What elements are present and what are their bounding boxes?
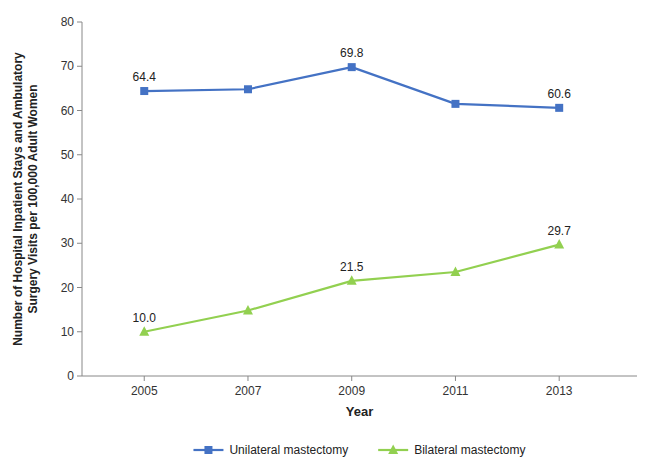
legend-label: Bilateral mastectomy <box>414 443 525 457</box>
legend: Unilateral mastectomy Bilateral mastectom… <box>193 443 525 457</box>
point-marker <box>450 267 460 277</box>
y-tick-label: 80 <box>61 15 75 29</box>
x-tick-label: 2013 <box>546 384 573 398</box>
plot-area <box>139 63 564 336</box>
legend-swatch-marker <box>204 446 212 454</box>
x-tick-label: 2005 <box>131 384 158 398</box>
y-tick-label: 20 <box>61 281 75 295</box>
data-label: 10.0 <box>133 311 157 325</box>
point-marker <box>555 104 563 112</box>
x-tick-label: 2009 <box>338 384 365 398</box>
y-tick <box>77 287 82 288</box>
series-line <box>144 67 559 108</box>
legend-item: Bilateral mastectomy <box>378 443 525 457</box>
y-tick-label: 30 <box>61 236 75 250</box>
chart: 0 10 20 30 40 50 60 70 80 2005 2007 2009 2011 2013 Yea… <box>0 0 661 468</box>
y-tick-label: 70 <box>61 59 75 73</box>
y-axis-label-line: Number of Hospital Inpatient Stays and A… <box>11 52 25 346</box>
x-axis-label: Year <box>346 404 373 419</box>
x-tick <box>455 376 456 381</box>
x-tick-label: 2007 <box>235 384 262 398</box>
y-axis-label-line: Surgery Visits per 100,000 Adult Women <box>26 84 40 313</box>
y-tick-label: 40 <box>61 192 75 206</box>
data-label: 21.5 <box>340 260 364 274</box>
point-marker <box>140 87 148 95</box>
data-label: 29.7 <box>548 224 572 238</box>
y-tick <box>77 331 82 332</box>
x-tick <box>351 376 352 381</box>
legend-label: Unilateral mastectomy <box>229 443 348 457</box>
y-tick-label: 0 <box>67 369 74 383</box>
x-tick <box>559 376 560 381</box>
legend-swatch-marker <box>388 445 398 455</box>
y-tick <box>77 22 82 23</box>
y-tick-label: 50 <box>61 148 75 162</box>
x-tick <box>247 376 248 381</box>
y-axis-label: Number of Hospital Inpatient Stays and A… <box>11 52 40 346</box>
point-marker <box>243 305 253 315</box>
point-marker <box>347 275 357 285</box>
y-tick-label: 10 <box>61 325 75 339</box>
data-labels: 64.4 69.8 60.6 10.0 21.5 29.7 <box>133 46 572 325</box>
y-tick <box>77 154 82 155</box>
y-tick <box>77 110 82 111</box>
data-label: 69.8 <box>340 46 364 60</box>
point-marker <box>244 85 252 93</box>
data-label: 64.4 <box>133 70 157 84</box>
point-marker <box>139 326 149 336</box>
point-marker <box>451 100 459 108</box>
y-tick <box>77 376 82 377</box>
point-marker <box>348 63 356 71</box>
y-tick <box>77 66 82 67</box>
data-label: 60.6 <box>548 87 572 101</box>
y-tick <box>77 243 82 244</box>
x-tick-label: 2011 <box>443 384 469 398</box>
x-tick <box>144 376 145 381</box>
series-line <box>144 245 559 332</box>
y-tick-label: 60 <box>61 104 75 118</box>
x-axis-line <box>82 376 637 377</box>
legend-item: Unilateral mastectomy <box>193 443 348 457</box>
y-tick <box>77 199 82 200</box>
point-marker <box>554 239 564 249</box>
